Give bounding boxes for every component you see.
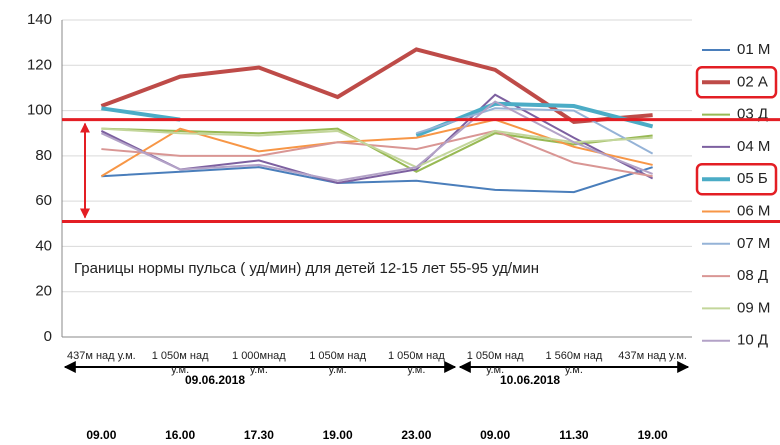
y-tick-label: 40 — [35, 237, 52, 254]
series-line — [101, 166, 653, 194]
y-tick-label: 60 — [35, 192, 52, 209]
time-label: 17.30 — [244, 428, 274, 442]
x-tick-label: 1 050м над у.м. — [466, 350, 524, 376]
series-line — [101, 129, 653, 178]
legend-label: 06 М — [737, 202, 770, 219]
legend-label: 07 М — [737, 235, 770, 252]
legend-label: 01 М — [737, 41, 770, 58]
series-line — [100, 100, 653, 182]
time-label: 09.00 — [86, 428, 116, 442]
y-tick-label: 120 — [27, 56, 52, 73]
y-tick-label: 100 — [27, 102, 52, 119]
legend-label: 02 А — [737, 73, 768, 90]
legend-label: 10 Д — [737, 332, 768, 349]
y-tick-label: 0 — [44, 328, 52, 345]
annotation: Границы нормы пульса ( уд/мин) для детей… — [74, 260, 539, 277]
date-label: 09.06.2018 — [185, 373, 245, 387]
x-tick-label: 1 050м над у.м. — [151, 350, 209, 376]
y-tick-label: 20 — [35, 283, 52, 300]
x-tick-label: 437м над у.м. — [67, 350, 136, 362]
x-tick-label: 1 560м над у.м. — [545, 350, 603, 376]
time-label: 16.00 — [165, 428, 195, 442]
legend-highlight — [695, 162, 778, 196]
x-tick-label: 1 050м над у.м. — [309, 350, 366, 376]
time-label: 19.00 — [638, 428, 668, 442]
time-label: 23.00 — [401, 428, 431, 442]
x-tick-label: 1 000мнад у.м. — [232, 350, 286, 376]
legend-label: 08 Д — [737, 267, 768, 284]
y-tick-label: 80 — [35, 147, 52, 164]
legend-label: 09 М — [737, 299, 770, 316]
date-label: 10.06.2018 — [500, 373, 560, 387]
x-tick-label: 1 050м над у.м. — [387, 350, 445, 376]
time-label: 09.00 — [480, 428, 510, 442]
legend-highlight — [695, 66, 778, 99]
x-tick-label: 437м над у.м. — [618, 350, 687, 362]
time-label: 19.00 — [323, 428, 353, 442]
series-line — [101, 127, 653, 169]
y-tick-label: 140 — [27, 11, 52, 28]
series-line — [100, 47, 653, 124]
legend-label: 04 М — [737, 138, 770, 155]
series-line — [100, 118, 653, 178]
legend-label: 05 Б — [737, 170, 768, 187]
time-label: 11.30 — [559, 428, 589, 442]
